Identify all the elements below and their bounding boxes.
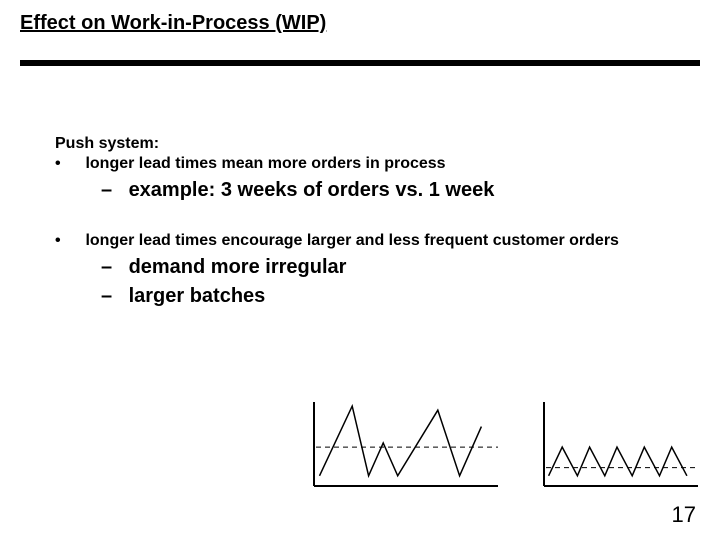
bullet-1-text: longer lead times mean more orders in pr…	[85, 155, 645, 173]
slide: Effect on Work-in-Process (WIP) Push sys…	[0, 0, 720, 540]
bullet-2: • longer lead times encourage larger and…	[55, 232, 675, 250]
chart-left	[310, 400, 500, 490]
bullet-2-sub-2: – larger batches	[101, 285, 675, 308]
dash-marker: –	[101, 179, 123, 202]
slide-title: Effect on Work-in-Process (WIP)	[20, 12, 326, 35]
series-line	[549, 447, 687, 476]
bullet-1-sub-1-text: example: 3 weeks of orders vs. 1 week	[129, 179, 649, 202]
dash-marker: –	[101, 256, 123, 279]
bullet-2-sub-1-text: demand more irregular	[129, 256, 649, 279]
series-line	[320, 406, 482, 476]
bullet-1: • longer lead times mean more orders in …	[55, 155, 675, 173]
dash-marker: –	[101, 285, 123, 308]
chart-right	[540, 400, 700, 490]
bullet-2-sub-1: – demand more irregular	[101, 256, 675, 279]
spacer	[55, 202, 675, 230]
bullet-marker: •	[55, 232, 81, 250]
title-divider	[20, 60, 700, 66]
page-number: 17	[672, 502, 696, 528]
bullet-1-sub-1: – example: 3 weeks of orders vs. 1 week	[101, 179, 675, 202]
bullet-2-text: longer lead times encourage larger and l…	[85, 232, 645, 250]
bullet-marker: •	[55, 155, 81, 173]
slide-body: Push system: • longer lead times mean mo…	[55, 135, 675, 308]
bullet-2-sub-2-text: larger batches	[129, 285, 649, 308]
subhead: Push system:	[55, 135, 675, 153]
